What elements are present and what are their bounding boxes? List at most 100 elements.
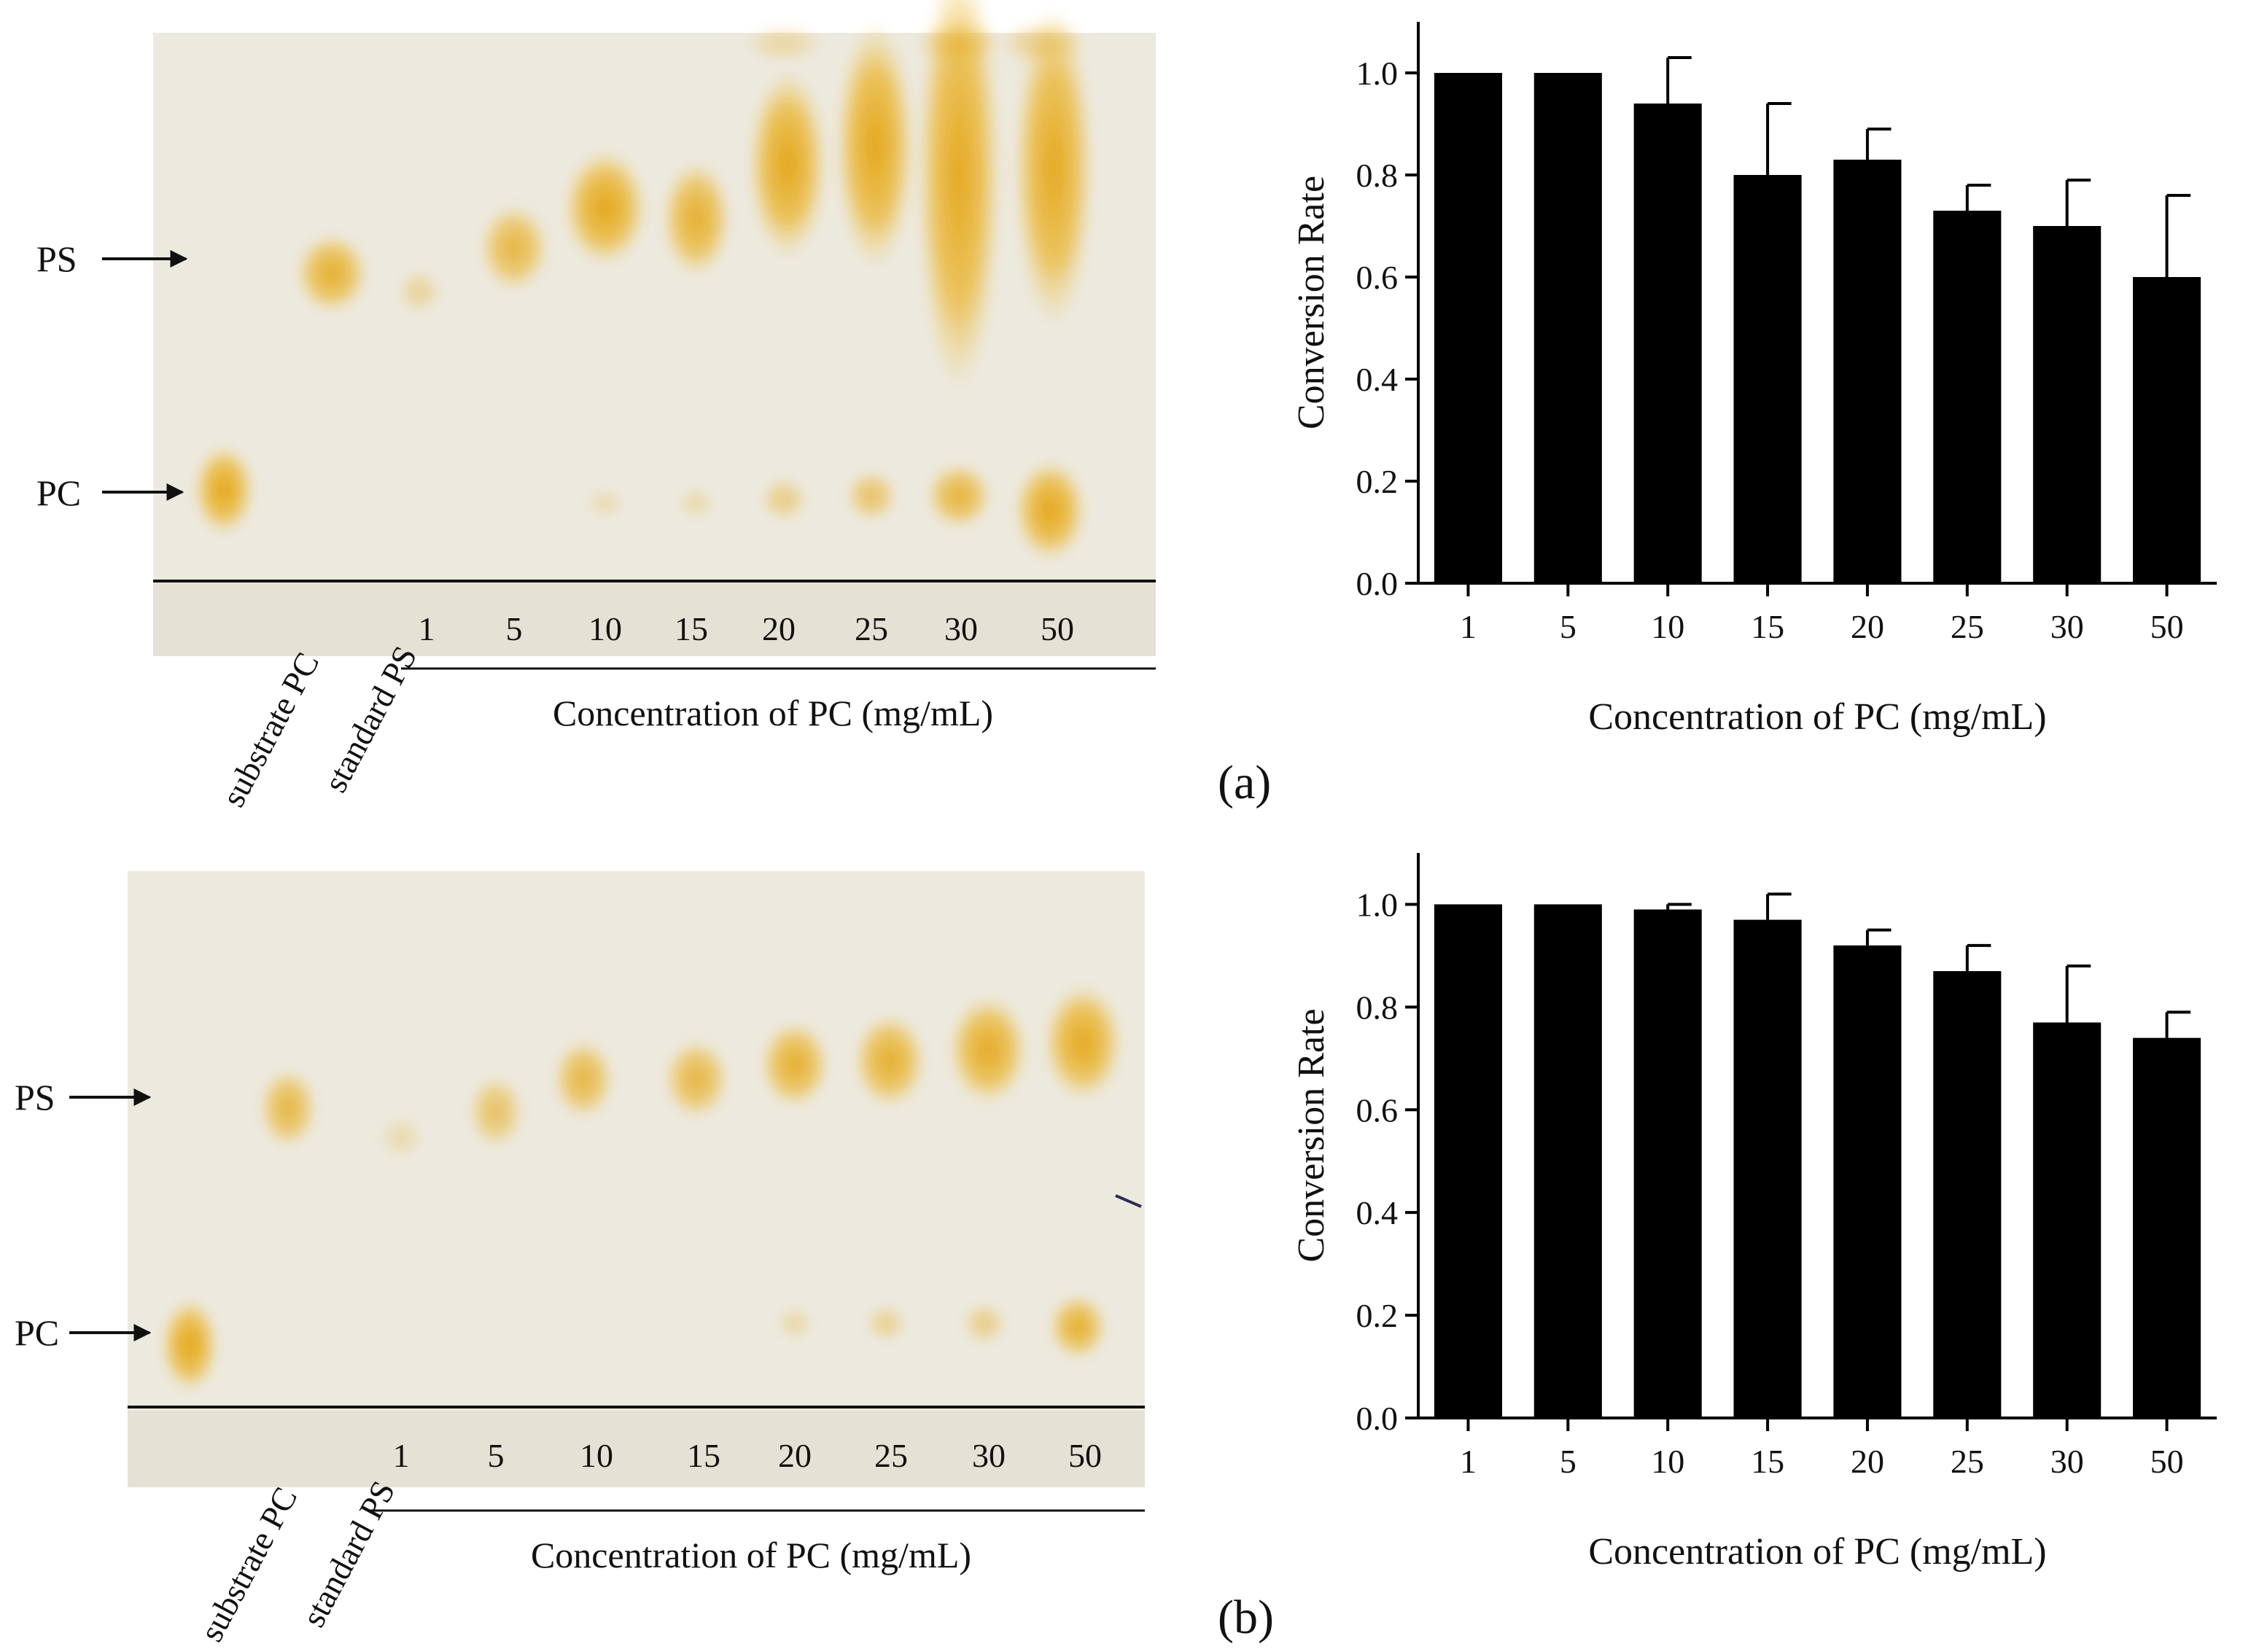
tlc-spot: [999, 22, 1086, 66]
bar: [2133, 277, 2201, 583]
tlc-spot: [761, 478, 807, 521]
y-tick-label: 1.0: [1356, 55, 1399, 92]
band-label-ps-a: PS: [36, 238, 77, 279]
tlc-spot: [479, 204, 549, 292]
conc-lane-label: 10: [580, 1437, 613, 1474]
conc-lane-label: 50: [1041, 610, 1074, 647]
tlc-spot: [259, 1068, 317, 1148]
tlc-spot: [1043, 984, 1123, 1101]
x-tick-label: 25: [1951, 1443, 1984, 1480]
conc-lane-label: 5: [488, 1437, 505, 1474]
conc-title-a: Concentration of PC (mg/mL): [553, 693, 993, 733]
conc-title-b: Concentration of PC (mg/mL): [531, 1535, 971, 1575]
bar: [1933, 971, 2002, 1418]
bar-chart-a: 0.00.20.40.60.81.01 5 10 15 20 25 30 50Concentr…: [1291, 22, 2217, 738]
tlc-plate-a: PS PC substrate PC standard PS 1 5 10 15…: [36, 0, 1156, 813]
tlc-spot: [744, 26, 824, 62]
conc-lane-labels-a: 1 5 10 15 20 25 30 50: [419, 610, 1075, 647]
x-tick-label: 15: [1751, 608, 1784, 645]
band-label-ps-b: PS: [15, 1077, 55, 1118]
plate-background-a: [153, 33, 1156, 656]
conc-lane-labels-b: 1 5 10 15 20 25 30 50: [393, 1437, 1103, 1474]
tlc-spot: [295, 233, 368, 313]
tlc-spot: [866, 1305, 906, 1341]
bar-chart-b: 0.00.20.40.60.81.01 5 10 15 20 25 30 50Concentr…: [1291, 853, 2217, 1573]
x-tick-label: 20: [1851, 608, 1884, 645]
plate-lower-strip-a: [153, 583, 1156, 656]
y-tick-label: 0.6: [1356, 259, 1399, 296]
x-tick-label: 1: [1460, 608, 1477, 645]
tlc-spot: [777, 1307, 813, 1339]
y-tick-label: 1.0: [1356, 886, 1399, 923]
y-tick-label: 0.4: [1356, 361, 1399, 398]
bar: [1434, 73, 1502, 583]
x-tick-label: 30: [2050, 1443, 2084, 1480]
x-tick-label: 5: [1560, 1443, 1577, 1480]
x-tick-label: 25: [1951, 608, 1984, 645]
tlc-spot: [664, 1039, 729, 1119]
tlc-spot: [160, 1298, 219, 1392]
x-tick-label: 50: [2150, 608, 2184, 645]
bar: [2133, 1037, 2201, 1418]
x-tick-label: 50: [2150, 1443, 2184, 1480]
lane-label-substrate-a: substrate PC: [214, 647, 327, 813]
y-tick-label: 0.4: [1356, 1194, 1399, 1231]
y-tick-label: 0.6: [1356, 1091, 1399, 1129]
plate-background-b: [128, 871, 1145, 1487]
tlc-spot: [193, 445, 254, 535]
bar: [2033, 226, 2102, 583]
conc-lane-label: 30: [944, 610, 978, 647]
conc-lane-label: 5: [506, 610, 523, 647]
tlc-spot: [926, 463, 992, 529]
conc-lane-label: 25: [855, 610, 888, 647]
y-tick-label: 0.8: [1356, 157, 1399, 194]
tlc-spot: [661, 160, 731, 277]
tlc-plate-b: PS PC substrate PC standard PS 1 5 10 15…: [15, 871, 1145, 1648]
x-tick-label: 15: [1751, 1443, 1784, 1480]
plate-lower-strip-b: [128, 1411, 1145, 1487]
x-tick-label: 10: [1651, 608, 1684, 645]
y-tick-label: 0.2: [1356, 463, 1399, 500]
tlc-spot: [563, 149, 648, 266]
bar: [1434, 904, 1502, 1418]
bar: [1533, 73, 1602, 583]
x-tick-label: 30: [2050, 608, 2084, 645]
conc-lane-label: 15: [687, 1437, 720, 1474]
tlc-spot: [747, 69, 828, 259]
x-axis-title: Concentration of PC (mg/mL): [1588, 696, 2046, 738]
x-tick-label: 20: [1851, 1443, 1884, 1480]
lane-label-standard-a: standard PS: [316, 640, 424, 798]
tlc-spot: [587, 488, 623, 518]
tlc-spots-b: [160, 984, 1123, 1392]
bar: [1633, 909, 1702, 1418]
conc-lane-label: 50: [1068, 1437, 1102, 1474]
y-tick-label: 0.8: [1356, 989, 1399, 1026]
x-axis-title: Concentration of PC (mg/mL): [1588, 1531, 2046, 1573]
tlc-spot: [760, 1021, 830, 1108]
tlc-spot: [1014, 7, 1094, 328]
conc-lane-label: 10: [588, 610, 622, 647]
conc-lane-label: 1: [419, 610, 435, 647]
panel-label-a: (a): [1218, 756, 1271, 809]
bar: [1933, 211, 2002, 583]
tlc-spot: [917, 0, 1001, 394]
bar: [1833, 945, 1902, 1418]
y-axis-title: Conversion Rate: [1291, 1008, 1332, 1262]
bar: [1733, 175, 1802, 583]
bar: [2033, 1022, 2102, 1418]
x-tick-label: 1: [1460, 1443, 1477, 1480]
tlc-spot: [846, 470, 897, 521]
y-tick-label: 0.0: [1356, 565, 1399, 602]
tlc-spot: [835, 22, 915, 270]
tlc-spot: [468, 1075, 524, 1148]
tlc-spot: [963, 1303, 1006, 1344]
plate-scratch-b: [1115, 1194, 1142, 1208]
panel-label-b: (b): [1218, 1591, 1274, 1644]
tlc-spot: [553, 1039, 614, 1119]
conc-lane-label: 15: [674, 610, 708, 647]
band-label-pc-b: PC: [15, 1312, 59, 1353]
conc-lane-label: 20: [762, 610, 796, 647]
lane-label-standard-b: standard PS: [295, 1475, 403, 1633]
tlc-spot: [379, 1117, 423, 1158]
